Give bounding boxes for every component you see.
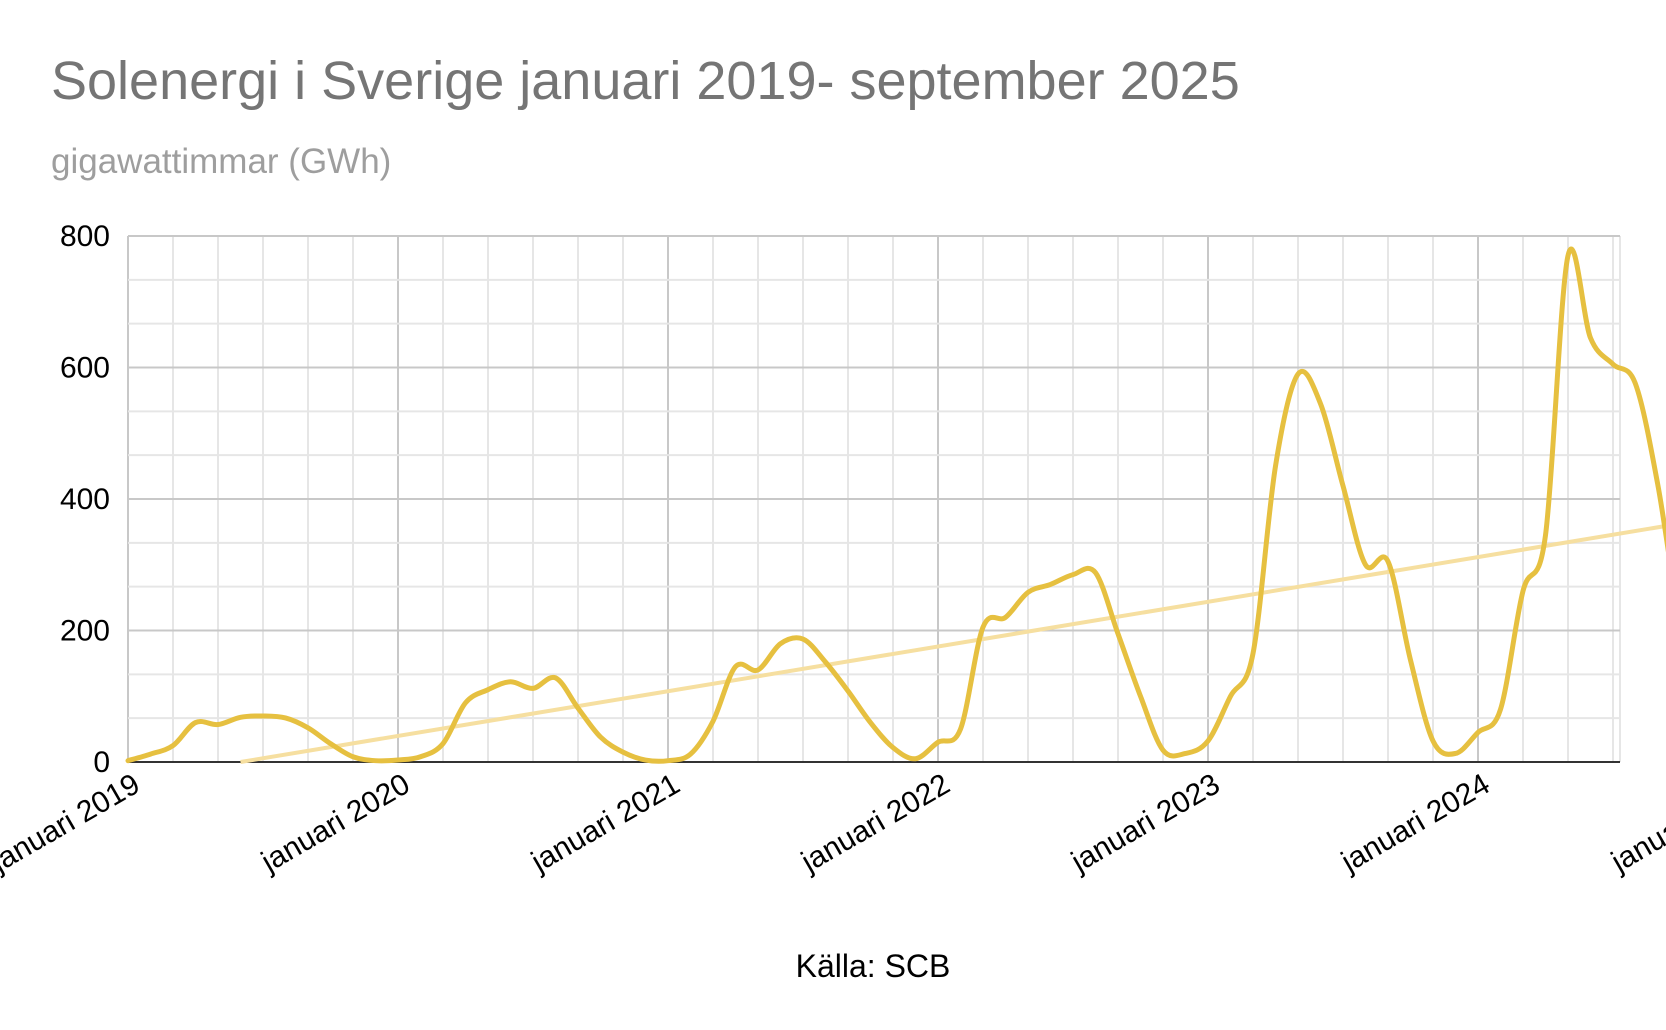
grid	[127, 235, 1621, 762]
y-tick-label: 600	[60, 352, 110, 385]
chart-subtitle: gigawattimmar (GWh)	[51, 142, 392, 181]
y-axis-labels: 0 200 400 600 800	[60, 220, 110, 779]
y-tick-label: 0	[93, 746, 110, 779]
series-line	[125, 246, 1666, 764]
x-tick-label: januari 2023	[1065, 767, 1225, 879]
trendline	[240, 523, 1666, 764]
y-tick-label: 400	[60, 483, 110, 516]
x-tick-label: januari 2019	[0, 767, 146, 879]
series-layer	[125, 246, 1666, 764]
y-tick-label: 200	[60, 615, 110, 648]
x-tick-label: januari 2024	[1335, 767, 1495, 879]
x-tick-label: januari 2020	[255, 767, 415, 879]
x-axis-labels: januari 2019 januari 2020 januari 2021 janu…	[0, 767, 1666, 879]
x-tick-label: januari 2021	[525, 767, 685, 879]
y-tick-label: 800	[60, 220, 110, 253]
source-note: Källa: SCB	[795, 948, 951, 984]
chart-title: Solenergi i Sverige januari 2019- septem…	[51, 51, 1240, 111]
x-tick-label: januari 2025	[1605, 767, 1666, 879]
x-tick-label: januari 2022	[795, 767, 955, 879]
trendline-layer	[240, 523, 1666, 764]
